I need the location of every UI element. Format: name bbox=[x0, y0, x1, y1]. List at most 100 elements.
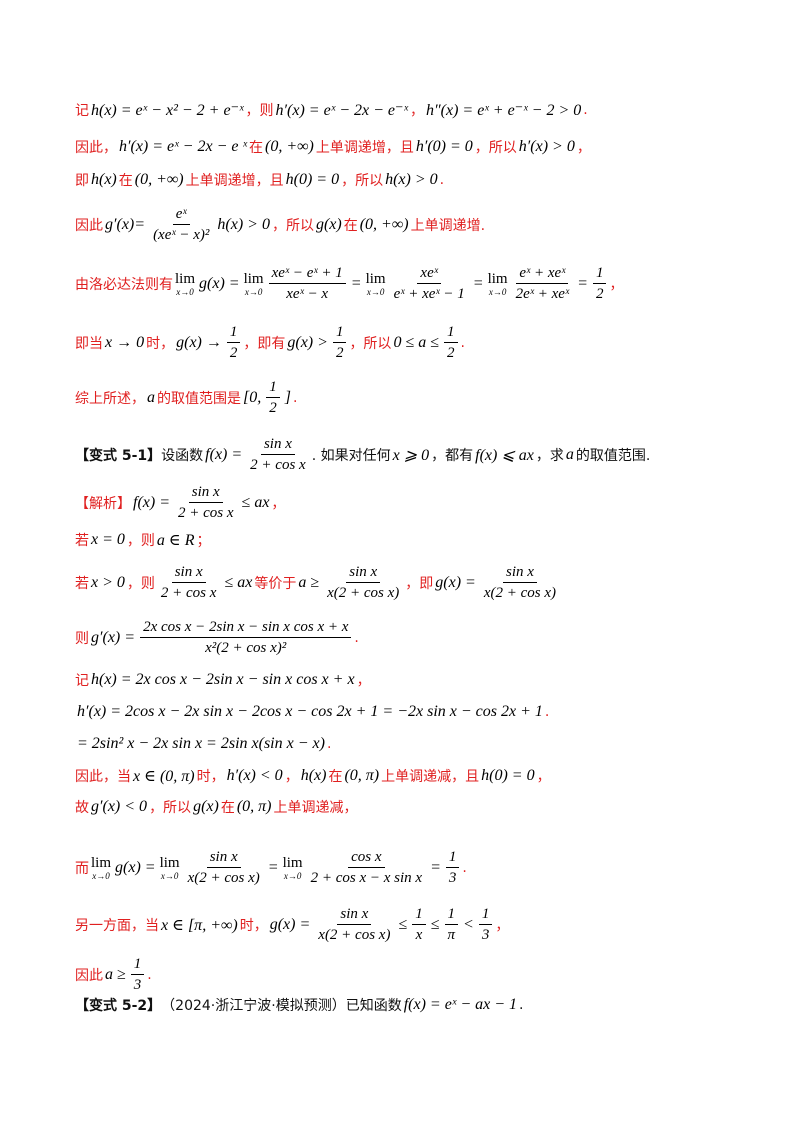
fraction: sin x 2 + cos x bbox=[247, 435, 309, 474]
fraction: eˣ (xeˣ − x)² bbox=[150, 205, 212, 244]
denominator: x bbox=[415, 927, 423, 943]
numerator: sin x bbox=[337, 905, 372, 925]
numerator: 1 bbox=[226, 323, 241, 343]
formula: h′(x) = eˣ − 2x − e ˣ bbox=[119, 138, 247, 155]
text: 时， bbox=[196, 769, 225, 785]
line-20: 因此 a ≥ 1 3 . bbox=[75, 955, 760, 994]
text: 记 bbox=[75, 673, 89, 689]
text: . bbox=[326, 736, 332, 752]
line-6: 即当 x → 0 时， g(x) → 1 2 ，即有 g(x) > 1 2 ，所… bbox=[75, 323, 760, 362]
fraction: 1 2 bbox=[444, 323, 458, 362]
denominator: 2 bbox=[595, 286, 604, 302]
limit-word: lim bbox=[159, 854, 180, 871]
formula: a ≥ bbox=[105, 965, 126, 983]
text: 等价于 bbox=[254, 575, 297, 592]
text: ，所以 bbox=[474, 140, 517, 156]
fraction: sin x x(2 + cos x) bbox=[324, 563, 402, 602]
fraction: 1 2 bbox=[332, 323, 347, 362]
limit: lim x→0 bbox=[175, 271, 195, 297]
line-3: 即 h(x) 在 (0, +∞) 上单调递增，且 h(0) = 0 ，所以 h(… bbox=[75, 170, 760, 190]
limit-subscript: x→0 bbox=[176, 286, 194, 297]
text: 的取值范围. bbox=[575, 447, 651, 464]
limit-word: lim bbox=[282, 854, 303, 871]
limit: lim x→0 bbox=[91, 855, 111, 881]
text: . 如果对任何 bbox=[311, 447, 391, 464]
line-10: 若 x = 0 ，则 a ∈ R ； bbox=[75, 530, 760, 550]
formula: g′(x) < 0 bbox=[91, 798, 148, 815]
fraction: xeˣ − eˣ + 1 xeˣ − x bbox=[268, 264, 346, 303]
limit: lim x→0 bbox=[366, 271, 386, 297]
text: ，都有 bbox=[431, 447, 474, 464]
denominator: π bbox=[447, 927, 456, 943]
problem-tag: 【变式 5-1】 bbox=[75, 447, 162, 464]
equals: = bbox=[350, 274, 362, 292]
denominator: 2 bbox=[269, 400, 277, 416]
formula: h(x) = 2x cos x − 2sin x − sin x cos x +… bbox=[91, 671, 355, 688]
formula: h′(0) = 0 bbox=[415, 138, 473, 155]
formula: (0, π) bbox=[236, 798, 272, 815]
line-8: 【变式 5-1】 设函数 f(x) = sin x 2 + cos x . 如果… bbox=[75, 435, 760, 474]
text: （2024·浙江宁波·模拟预测）已知函数 bbox=[161, 998, 402, 1014]
formula: ≤ ax bbox=[241, 493, 270, 511]
text: 因此 bbox=[75, 217, 103, 234]
fraction: sin x 2 + cos x bbox=[175, 483, 237, 522]
numerator: 1 bbox=[130, 955, 145, 975]
formula: g(x) bbox=[315, 215, 342, 233]
text: ， bbox=[609, 276, 624, 293]
numerator: sin x bbox=[171, 563, 206, 583]
text: 即当 bbox=[75, 335, 103, 352]
limit-subscript: x→0 bbox=[366, 286, 385, 297]
fraction: 1 3 bbox=[478, 905, 493, 944]
formula: = 2sin² x − 2x sin x = 2sin x(sin x − x) bbox=[77, 735, 325, 752]
denominator: 3 bbox=[481, 927, 490, 943]
le-sign: ≤ bbox=[398, 915, 408, 933]
text: 上单调递增，且 bbox=[315, 140, 414, 156]
fraction: 1 π bbox=[444, 905, 459, 944]
equals: = bbox=[267, 858, 279, 876]
text: 在 bbox=[220, 800, 235, 816]
equals: = bbox=[472, 274, 484, 292]
formula: g(x) = bbox=[435, 573, 476, 591]
limit-subscript: x→0 bbox=[160, 870, 179, 881]
text: ，所以 bbox=[271, 217, 314, 234]
text: ， bbox=[576, 140, 591, 156]
denominator: x(2 + cos x) bbox=[318, 927, 391, 943]
formula: a ∈ R bbox=[156, 532, 195, 549]
text: ， bbox=[409, 103, 424, 119]
formula: x ∈ [π, +∞) bbox=[161, 916, 238, 934]
line-14: h′(x) = 2cos x − 2x sin x − 2cos x − cos… bbox=[75, 703, 760, 721]
fraction: 2x cos x − 2sin x − sin x cos x + x x²(2… bbox=[140, 618, 352, 657]
formula: h(0) = 0 bbox=[285, 171, 340, 188]
line-18: 而 lim x→0 g(x) = lim x→0 sin x x(2 + cos… bbox=[75, 848, 760, 887]
text: 因此 bbox=[75, 967, 103, 984]
le-sign: ≤ bbox=[430, 915, 440, 933]
denominator: 2 bbox=[335, 345, 344, 361]
formula: g′(x)= bbox=[105, 215, 146, 233]
denominator: 3 bbox=[133, 977, 142, 993]
text: ， bbox=[495, 917, 510, 934]
formula: x → 0 bbox=[105, 333, 145, 351]
line-15: = 2sin² x − 2x sin x = 2sin x(sin x − x)… bbox=[75, 735, 760, 753]
fraction: eˣ + xeˣ 2eˣ + xeˣ bbox=[513, 264, 573, 303]
limit-word: lim bbox=[91, 854, 112, 871]
fraction: sin x x(2 + cos x) bbox=[481, 563, 559, 602]
fraction: sin x x(2 + cos x) bbox=[315, 905, 393, 944]
denominator: 2 + cos x − x sin x bbox=[310, 870, 423, 886]
fraction: 1 3 bbox=[130, 955, 145, 994]
numerator: sin x bbox=[206, 848, 241, 868]
line-11: 若 x > 0 ，则 sin x 2 + cos x ≤ ax 等价于 a ≥ … bbox=[75, 563, 760, 602]
text: 在 bbox=[328, 769, 343, 785]
limit-word: lim bbox=[487, 270, 508, 287]
fraction: 1 2 bbox=[226, 323, 241, 362]
text: 若 bbox=[75, 575, 89, 592]
denominator: 2 + cos x bbox=[160, 585, 217, 601]
text: 综上所述， bbox=[75, 390, 145, 407]
limit: lim x→0 bbox=[283, 855, 303, 881]
formula: (0, π) bbox=[344, 767, 380, 784]
text: 则 bbox=[75, 630, 89, 647]
numerator: sin x bbox=[502, 563, 537, 583]
formula: h′(x) = 2cos x − 2x sin x − 2cos x − cos… bbox=[77, 703, 543, 720]
numerator: 2x cos x − 2sin x − sin x cos x + x bbox=[140, 618, 352, 638]
formula: h′(x) > 0 bbox=[518, 138, 575, 155]
